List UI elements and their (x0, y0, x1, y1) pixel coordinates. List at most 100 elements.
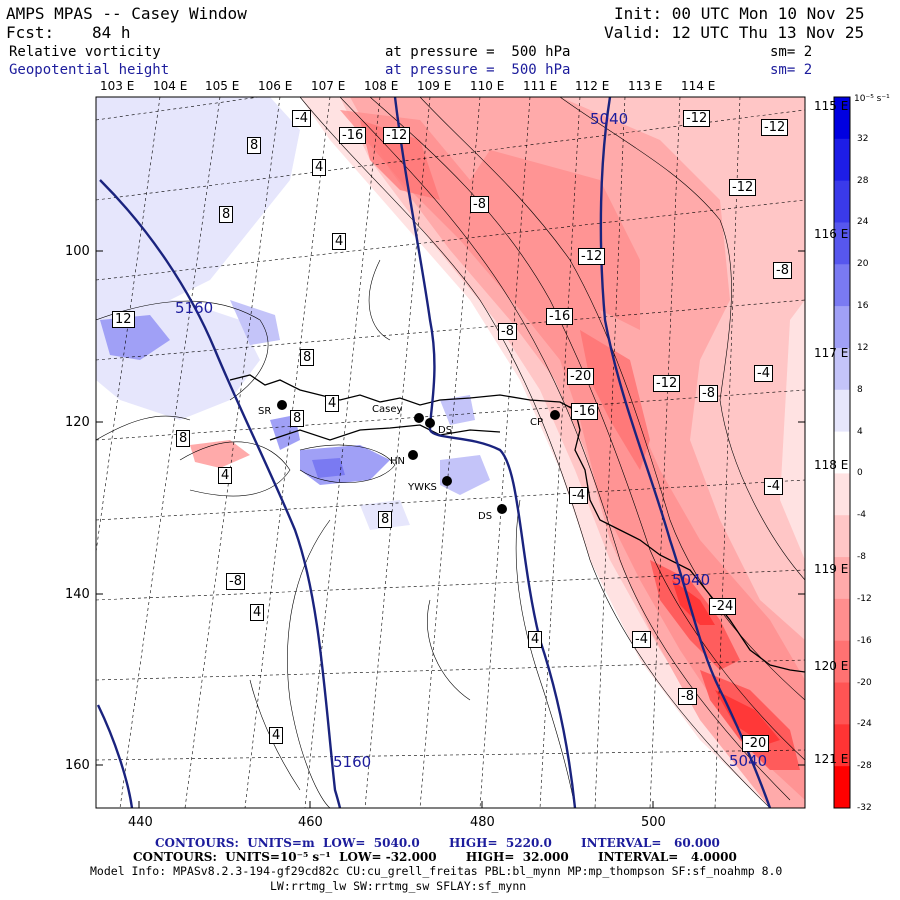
lon-label-top: 109 E (417, 79, 452, 93)
y-tick-label: 120 (65, 415, 90, 430)
colorbar-swatch (834, 138, 850, 182)
init-time: Init: 00 UTC Mon 10 Nov 25 (614, 4, 865, 23)
vorticity-contour-label: -8 (699, 385, 718, 402)
colorbar-swatch (834, 557, 850, 600)
vorticity-shading-negative (190, 97, 805, 808)
vorticity-contour-label: 4 (218, 467, 233, 484)
lon-label-top: 106 E (258, 79, 293, 93)
vorticity-contour-label: -4 (292, 110, 311, 127)
coastline (229, 374, 805, 673)
lon-label-right: 115 E (814, 99, 849, 113)
vorticity-contour-label: 4 (250, 604, 265, 621)
footer-model-info: Model Info: MPASv8.2.3-194-gf29cd82c CU:… (90, 864, 783, 878)
colorbar-tick-label: -12 (857, 593, 872, 604)
vorticity-contour-label: 4 (312, 159, 327, 176)
colorbar-tick-label: 4 (857, 426, 863, 437)
lon-label-right: 121 E (814, 752, 849, 766)
forecast-label: Fcst: (6, 23, 55, 42)
colorbar-tick-label: -16 (857, 635, 872, 646)
lon-label-top: 114 E (681, 79, 716, 93)
station-markers (277, 400, 560, 514)
colorbar-unit: 10⁻⁵ s⁻¹ (854, 94, 890, 104)
vorticity-contour-label: -16 (571, 403, 599, 420)
footer-contours-vorticity: CONTOURS: UNITS=10⁻⁵ s⁻¹ LOW= -32.000 HI… (133, 850, 737, 864)
vorticity-contour-label: -4 (632, 631, 651, 648)
footer-model-info-2: LW:rrtmg_lw SW:rrtmg_sw SFLAY:sf_mynn (270, 879, 527, 893)
vorticity-contour-label: 12 (112, 311, 135, 328)
lon-label-top: 108 E (364, 79, 399, 93)
lon-label-top: 105 E (205, 79, 240, 93)
chart-title: AMPS MPAS -- Casey Window (6, 4, 247, 23)
colorbar-swatch (834, 97, 850, 140)
station-label: SR (258, 406, 272, 417)
colorbar-tick-label: 8 (857, 384, 863, 395)
vorticity-contour-label: -8 (678, 688, 697, 705)
colorbar-tick-label: 24 (857, 217, 869, 228)
lon-label-top: 103 E (100, 79, 135, 93)
colorbar (833, 96, 851, 809)
vorticity-contour-label: 8 (300, 349, 315, 366)
colorbar-swatch (834, 598, 850, 642)
station-label: DS (438, 425, 453, 436)
vorticity-contour-label: -8 (773, 262, 792, 279)
colorbar-tick-label: -28 (857, 761, 872, 772)
station-label: DS (478, 511, 493, 522)
vorticity-contour-label: 4 (332, 233, 347, 250)
colorbar-swatch (834, 222, 850, 265)
colorbar-tick-label: -4 (857, 510, 866, 521)
colorbar-swatch (834, 306, 850, 349)
lon-label-right: 118 E (814, 458, 849, 472)
vorticity-contour-label: -12 (578, 248, 606, 265)
lon-label-right: 120 E (814, 659, 849, 673)
colorbar-swatch (834, 766, 850, 809)
height-contour-label: 5160 (333, 753, 372, 771)
vorticity-contour-label: -12 (761, 119, 789, 136)
field1-name: Relative vorticity (9, 44, 161, 60)
vorticity-contour-label: -24 (709, 598, 737, 615)
colorbar-tick-label: 28 (857, 175, 869, 186)
station-dot-casey (414, 413, 424, 423)
height-contour-label: 5040 (729, 752, 768, 770)
colorbar-tick-label: 0 (857, 468, 863, 479)
vorticity-contour-label: 8 (290, 410, 305, 427)
colorbar-swatch (834, 431, 850, 474)
lon-label-top: 111 E (523, 79, 558, 93)
geopotential-height-contours (96, 97, 772, 808)
field2-level: at pressure = 500 hPa (385, 62, 571, 78)
station-dot-cp (550, 410, 560, 420)
axis-ticks (96, 250, 805, 808)
lon-label-top: 110 E (470, 79, 505, 93)
lon-label-top: 112 E (575, 79, 610, 93)
lon-label-right: 119 E (814, 562, 849, 576)
vorticity-contour-label: -8 (226, 573, 245, 590)
vorticity-contour-label: -20 (567, 368, 595, 385)
station-label: Casey (372, 404, 403, 415)
station-dot-hn (408, 450, 418, 460)
station-label: YWKS (408, 482, 437, 493)
station-dot-ywks (442, 476, 452, 486)
colorbar-swatch (834, 180, 850, 223)
vorticity-contour-label: -4 (569, 487, 588, 504)
vorticity-contour-label: 8 (247, 137, 262, 154)
y-tick-label: 100 (65, 244, 90, 259)
vorticity-contour-label: -16 (546, 308, 574, 325)
height-contour-label: 5040 (590, 110, 629, 128)
colorbar-swatch (834, 682, 850, 725)
valid-time: Valid: 12 UTC Thu 13 Nov 25 (604, 23, 865, 42)
field1-level: at pressure = 500 hPa (385, 44, 571, 60)
colorbar-swatch (834, 640, 850, 684)
vorticity-contour-label: 8 (219, 206, 234, 223)
vorticity-contour-label: -12 (383, 127, 411, 144)
colorbar-tick-label: -32 (857, 803, 872, 813)
colorbar-swatch (834, 264, 850, 307)
height-contour-label: 5160 (175, 299, 214, 317)
x-tick-label: 440 (128, 815, 153, 830)
colorbar-tick-label: 20 (857, 259, 869, 270)
colorbar-frame (833, 96, 851, 809)
vorticity-contour-label: -16 (339, 127, 367, 144)
lon-label-top: 107 E (311, 79, 346, 93)
lon-label-top: 113 E (628, 79, 663, 93)
colorbar-tick-label: 16 (857, 301, 869, 312)
plot-frame (95, 96, 806, 809)
vorticity-contour-label: 4 (269, 727, 284, 744)
